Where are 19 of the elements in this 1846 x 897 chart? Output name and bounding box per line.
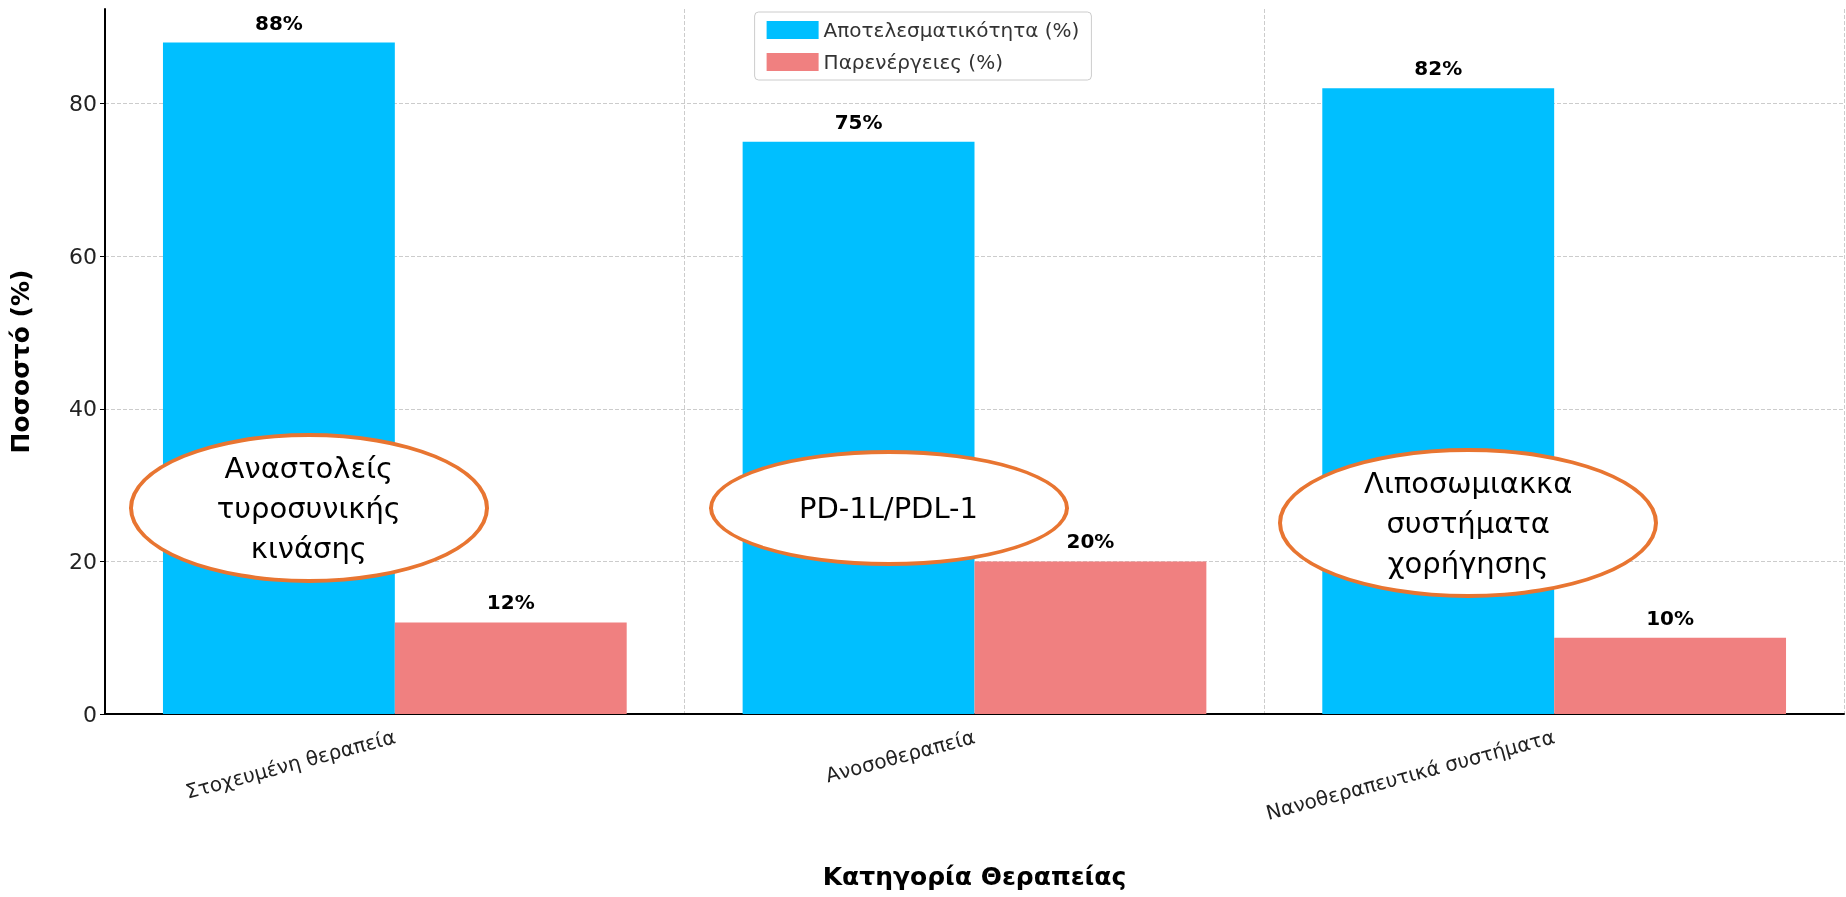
data-label: 10% <box>1646 605 1695 630</box>
y-tick-label: 60 <box>69 243 97 269</box>
y-tick-label: 40 <box>69 396 97 422</box>
y-tick-label: 0 <box>83 701 97 727</box>
x-axis-title: Κατηγορία Θεραπείας <box>822 862 1127 891</box>
legend-label: Αποτελεσματικότητα (%) <box>823 18 1080 42</box>
data-label: 20% <box>1066 529 1115 554</box>
data-label: 88% <box>254 10 303 35</box>
legend-label: Παρενέργειες (%) <box>823 50 1003 74</box>
data-label: 75% <box>834 109 883 134</box>
annotation: PD-1L/PDL-1 <box>798 490 979 525</box>
bar <box>1554 637 1787 714</box>
y-axis-title: Ποσοστό (%) <box>6 269 35 454</box>
bar <box>394 622 627 714</box>
data-label: 82% <box>1414 56 1463 81</box>
data-label: 12% <box>486 590 535 615</box>
bar <box>974 561 1207 714</box>
y-tick-label: 80 <box>69 91 97 117</box>
y-tick-label: 20 <box>69 548 97 574</box>
